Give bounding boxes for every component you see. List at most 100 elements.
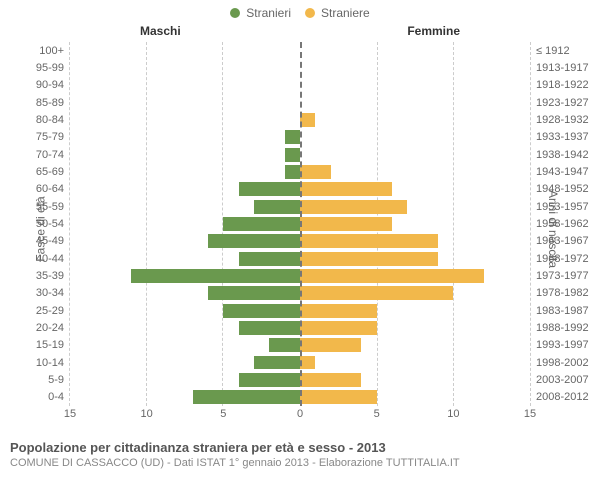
y-tick-age: 70-74 (0, 146, 68, 163)
chart-title: Popolazione per cittadinanza straniera p… (10, 440, 590, 455)
bar-male (254, 356, 300, 370)
y-tick-years: 1948-1952 (532, 181, 600, 198)
y-tick-age: 90-94 (0, 77, 68, 94)
y-tick-years: 1933-1937 (532, 129, 600, 146)
y-tick-age: 0-4 (0, 389, 68, 406)
x-tick: 15 (64, 408, 76, 420)
bar-female (300, 356, 315, 370)
bar-male (131, 269, 300, 283)
y-axis-right-ticks: ≤ 19121913-19171918-19221923-19271928-19… (532, 42, 600, 406)
chart-area: Maschi Femmine Fasce di età Anni di nasc… (0, 24, 600, 434)
y-tick-age: 45-49 (0, 233, 68, 250)
bar-female (300, 217, 392, 231)
y-tick-age: 15-19 (0, 337, 68, 354)
y-tick-years: 1913-1917 (532, 59, 600, 76)
bar-male (208, 234, 300, 248)
y-tick-years: 2003-2007 (532, 371, 600, 388)
bar-male (239, 321, 300, 335)
legend: Stranieri Straniere (0, 0, 600, 20)
bar-female (300, 252, 438, 266)
y-tick-years: 1973-1977 (532, 267, 600, 284)
y-axis-left-ticks: 100+95-9990-9485-8980-8475-7970-7465-696… (0, 42, 68, 406)
legend-label-female: Straniere (321, 6, 370, 20)
y-tick-years: 1958-1962 (532, 215, 600, 232)
y-tick-years: 2008-2012 (532, 389, 600, 406)
y-tick-years: 1998-2002 (532, 354, 600, 371)
bar-male (254, 200, 300, 214)
grid-line (530, 42, 531, 406)
y-tick-years: 1943-1947 (532, 163, 600, 180)
y-tick-age: 10-14 (0, 354, 68, 371)
y-tick-age: 80-84 (0, 111, 68, 128)
bar-female (300, 200, 407, 214)
bar-male (239, 373, 300, 387)
plot-area (70, 42, 530, 406)
bar-female (300, 338, 361, 352)
y-tick-years: ≤ 1912 (532, 42, 600, 59)
x-tick: 5 (220, 408, 226, 420)
chart-container: Stranieri Straniere Maschi Femmine Fasce… (0, 0, 600, 500)
x-tick: 10 (447, 408, 459, 420)
center-axis-line (300, 42, 302, 406)
y-tick-years: 1953-1957 (532, 198, 600, 215)
y-tick-age: 5-9 (0, 371, 68, 388)
bar-male (285, 130, 300, 144)
y-tick-age: 50-54 (0, 215, 68, 232)
y-tick-age: 100+ (0, 42, 68, 59)
y-tick-age: 20-24 (0, 319, 68, 336)
legend-swatch-female (305, 8, 315, 18)
x-tick: 0 (297, 408, 303, 420)
y-tick-age: 55-59 (0, 198, 68, 215)
bar-male (223, 304, 300, 318)
bar-female (300, 234, 438, 248)
bar-male (208, 286, 300, 300)
column-header-male: Maschi (140, 24, 181, 38)
y-tick-years: 1968-1972 (532, 250, 600, 267)
y-tick-years: 1988-1992 (532, 319, 600, 336)
y-tick-years: 1918-1922 (532, 77, 600, 94)
bar-female (300, 304, 377, 318)
bar-male (285, 165, 300, 179)
bar-female (300, 321, 377, 335)
bar-female (300, 390, 377, 404)
y-tick-age: 75-79 (0, 129, 68, 146)
x-tick: 5 (374, 408, 380, 420)
bar-female (300, 165, 331, 179)
column-header-female: Femmine (407, 24, 460, 38)
y-tick-age: 30-34 (0, 285, 68, 302)
y-tick-age: 95-99 (0, 59, 68, 76)
bar-female (300, 373, 361, 387)
y-tick-years: 1993-1997 (532, 337, 600, 354)
bar-female (300, 269, 484, 283)
y-tick-age: 60-64 (0, 181, 68, 198)
y-tick-years: 1928-1932 (532, 111, 600, 128)
chart-subtitle: COMUNE DI CASSACCO (UD) - Dati ISTAT 1° … (10, 457, 590, 469)
y-tick-years: 1983-1987 (532, 302, 600, 319)
legend-label-male: Stranieri (246, 6, 291, 20)
bar-female (300, 182, 392, 196)
x-axis: 15105051015 (70, 408, 530, 424)
bar-male (193, 390, 300, 404)
y-tick-age: 65-69 (0, 163, 68, 180)
bar-male (223, 217, 300, 231)
y-tick-years: 1938-1942 (532, 146, 600, 163)
y-tick-age: 35-39 (0, 267, 68, 284)
bar-female (300, 113, 315, 127)
bar-male (269, 338, 300, 352)
y-tick-age: 85-89 (0, 94, 68, 111)
legend-item-male: Stranieri (230, 6, 291, 20)
y-tick-years: 1923-1927 (532, 94, 600, 111)
footer: Popolazione per cittadinanza straniera p… (0, 434, 600, 469)
bar-male (239, 182, 300, 196)
legend-item-female: Straniere (305, 6, 370, 20)
y-tick-age: 25-29 (0, 302, 68, 319)
y-tick-years: 1978-1982 (532, 285, 600, 302)
y-tick-age: 40-44 (0, 250, 68, 267)
legend-swatch-male (230, 8, 240, 18)
y-tick-years: 1963-1967 (532, 233, 600, 250)
bar-male (285, 148, 300, 162)
x-tick: 10 (141, 408, 153, 420)
bar-female (300, 286, 453, 300)
x-tick: 15 (524, 408, 536, 420)
bar-male (239, 252, 300, 266)
